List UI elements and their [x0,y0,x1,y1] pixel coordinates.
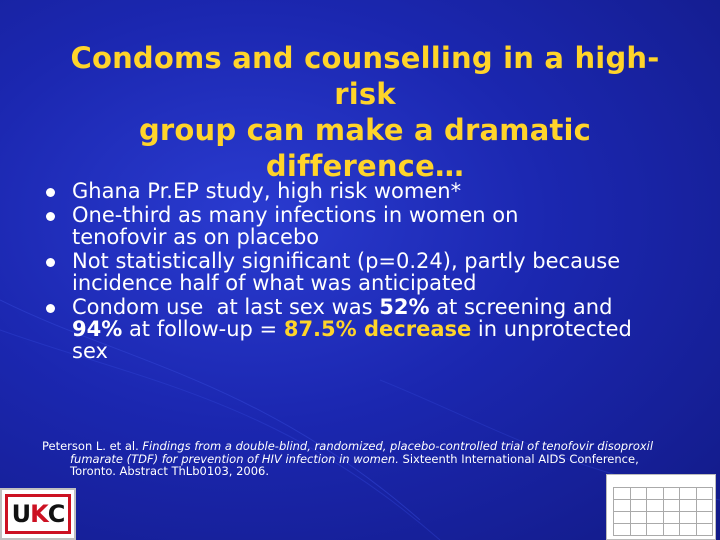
bullet-item: Ghana Pr.EP study, high risk women* [46,180,686,202]
bullet-dot-icon [46,304,55,313]
logo-letter-k: K [30,500,49,528]
bullet-text: Condom use at last sex was [72,295,380,319]
followup-percent: 94% [72,317,123,341]
bullet-text: in unprotected [471,317,632,341]
bullet-text: Ghana Pr.EP study, high risk women* [72,179,462,203]
reference-conference: Sixteenth International AIDS Conference, [398,451,639,466]
bullet-text: at screening and [429,295,613,319]
reference-location: Toronto. Abstract ThLb0103, 2006. [70,464,270,478]
bullet-list: Ghana Pr.EP study, high risk women* One-… [46,180,686,364]
bullet-text-line-1: Not statistically significant (p=0.24), … [72,249,621,273]
bullet-text-line-2: tenofovir as on placebo [72,225,320,249]
reference-authors: Peterson L. et al. [42,439,143,453]
title-line-2: group can make a dramatic difference… [138,113,592,183]
slide-title: Condoms and counselling in a high-risk g… [40,40,690,184]
thumbnail-table [613,487,713,536]
bullet-text-line-1: One-third as many infections in women on [72,203,519,227]
reference-citation: Peterson L. et al. Findings from a doubl… [42,440,692,478]
decrease-highlight: 87.5% decrease [283,317,472,341]
bullet-dot-icon [46,258,55,267]
logo-letter-u: U [11,500,31,528]
reference-title-2: fumarate (TDF) for prevention of HIV inf… [70,451,399,466]
bullet-item: Not statistically significant (p=0.24), … [46,250,686,294]
bullet-text-line-2: incidence half of what was anticipated [72,271,477,295]
reference-title-1: Findings from a double-blind, randomized… [142,439,654,453]
bullet-item: Condom use at last sex was 52% at screen… [46,296,686,362]
table-thumbnail-image [606,474,716,540]
bullet-dot-icon [46,212,55,221]
bullet-dot-icon [46,188,55,197]
bullet-text: at follow-up = [122,317,284,341]
bullet-item: One-third as many infections in women on… [46,204,686,248]
logo-letter-c: C [47,500,66,528]
title-line-1: Condoms and counselling in a high-risk [70,41,660,111]
bullet-text: sex [72,339,108,363]
screening-percent: 52% [379,295,430,319]
